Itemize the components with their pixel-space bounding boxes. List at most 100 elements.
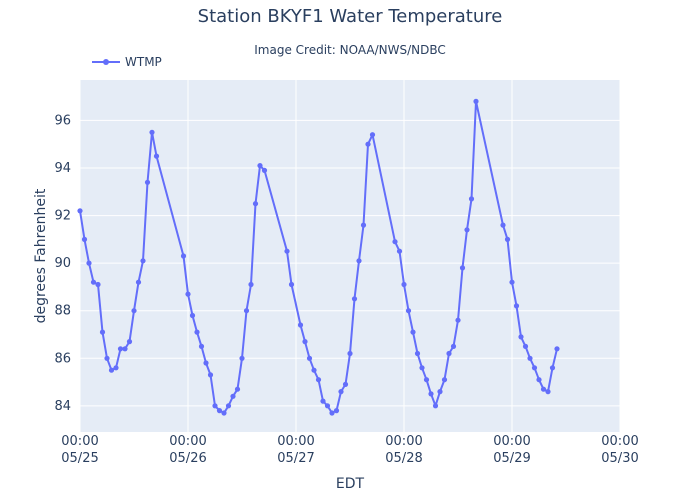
wtmp-point[interactable] <box>212 403 218 409</box>
wtmp-point[interactable] <box>509 279 515 285</box>
wtmp-point[interactable] <box>243 308 250 314</box>
wtmp-point[interactable] <box>135 279 142 285</box>
wtmp-point[interactable] <box>122 346 128 352</box>
wtmp-point[interactable] <box>311 367 317 373</box>
wtmp-point[interactable] <box>549 365 556 371</box>
wtmp-point[interactable] <box>545 389 551 395</box>
wtmp-point[interactable] <box>221 410 227 416</box>
wtmp-point[interactable] <box>126 339 133 345</box>
wtmp-point[interactable] <box>504 236 511 242</box>
wtmp-point[interactable] <box>302 339 308 345</box>
wtmp-point[interactable] <box>473 98 479 104</box>
wtmp-point[interactable] <box>230 393 236 399</box>
wtmp-point[interactable] <box>414 350 421 357</box>
wtmp-point[interactable] <box>320 398 326 404</box>
wtmp-point[interactable] <box>252 201 259 207</box>
wtmp-point[interactable] <box>261 167 268 173</box>
wtmp-point[interactable] <box>518 334 524 340</box>
wtmp-point[interactable] <box>441 377 448 383</box>
wtmp-point[interactable] <box>153 153 160 159</box>
wtmp-point[interactable] <box>392 239 398 245</box>
x-axis-ticks: 00:00 05/25 00:00 05/26 00:00 05/27 00:00 05/28… <box>61 434 638 466</box>
wtmp-point[interactable] <box>113 365 119 371</box>
wtmp-point[interactable] <box>338 389 344 395</box>
wtmp-point[interactable] <box>428 391 434 397</box>
wtmp-point[interactable] <box>536 377 542 383</box>
wtmp-point[interactable] <box>90 279 97 285</box>
wtmp-point[interactable] <box>356 258 362 264</box>
wtmp-point[interactable] <box>437 389 443 395</box>
wtmp-point[interactable] <box>351 296 358 302</box>
wtmp-point[interactable] <box>464 227 470 233</box>
y-tick-label: 92 <box>54 209 71 224</box>
wtmp-point[interactable] <box>185 291 191 297</box>
wtmp-point[interactable] <box>288 281 295 288</box>
wtmp-point[interactable] <box>225 403 232 409</box>
wtmp-point[interactable] <box>468 196 475 202</box>
wtmp-point[interactable] <box>203 360 209 366</box>
x-tick-date-label: 05/28 <box>385 451 422 466</box>
wtmp-point[interactable] <box>324 403 331 409</box>
wtmp-point[interactable] <box>450 343 457 349</box>
chart-subtitle: Image Credit: NOAA/NWS/NDBC <box>254 43 445 57</box>
wtmp-point[interactable] <box>99 329 106 335</box>
wtmp-point[interactable] <box>207 372 214 378</box>
wtmp-point[interactable] <box>432 403 439 409</box>
wtmp-point[interactable] <box>198 343 205 349</box>
wtmp-point[interactable] <box>329 410 335 416</box>
wtmp-point[interactable] <box>369 132 376 138</box>
wtmp-point[interactable] <box>522 343 529 349</box>
wtmp-point[interactable] <box>554 346 560 352</box>
x-tick-time-label: 00:00 <box>385 434 422 449</box>
wtmp-point[interactable] <box>140 258 146 264</box>
wtmp-point[interactable] <box>410 329 416 335</box>
wtmp-point[interactable] <box>234 386 241 392</box>
wtmp-point[interactable] <box>86 260 92 266</box>
wtmp-point[interactable] <box>459 265 466 271</box>
y-axis-ticks: 84 86 88 90 92 94 96 <box>54 113 71 413</box>
wtmp-point[interactable] <box>144 179 151 185</box>
wtmp-point[interactable] <box>360 222 367 228</box>
wtmp-point[interactable] <box>540 386 547 392</box>
wtmp-point[interactable] <box>95 281 101 288</box>
wtmp-point[interactable] <box>117 346 124 352</box>
legend[interactable]: WTMP <box>92 55 162 69</box>
wtmp-point[interactable] <box>531 365 538 371</box>
series-wtmp <box>77 98 560 416</box>
x-tick-date-label: 05/26 <box>169 451 206 466</box>
wtmp-point[interactable] <box>81 236 88 242</box>
wtmp-point[interactable] <box>257 163 263 169</box>
wtmp-point[interactable] <box>446 350 452 357</box>
wtmp-point[interactable] <box>239 355 245 361</box>
wtmp-point[interactable] <box>216 408 223 414</box>
wtmp-point[interactable] <box>194 329 200 335</box>
wtmp-point[interactable] <box>248 281 254 288</box>
wtmp-point[interactable] <box>527 355 533 361</box>
wtmp-point[interactable] <box>423 377 430 383</box>
wtmp-point[interactable] <box>333 408 340 414</box>
wtmp-point[interactable] <box>315 377 322 383</box>
wtmp-point[interactable] <box>513 303 520 309</box>
plot-area[interactable] <box>80 80 620 432</box>
wtmp-point[interactable] <box>180 253 187 259</box>
wtmp-point[interactable] <box>419 365 425 371</box>
wtmp-point[interactable] <box>365 141 371 147</box>
wtmp-point[interactable] <box>108 367 115 373</box>
wtmp-point[interactable] <box>104 355 110 361</box>
wtmp-point[interactable] <box>342 381 349 387</box>
wtmp-point[interactable] <box>284 248 290 254</box>
wtmp-point[interactable] <box>306 355 313 361</box>
wtmp-point[interactable] <box>189 312 196 319</box>
wtmp-point[interactable] <box>149 129 155 135</box>
wtmp-point[interactable] <box>455 317 461 323</box>
wtmp-point[interactable] <box>297 322 304 328</box>
wtmp-point[interactable] <box>401 281 407 288</box>
wtmp-point[interactable] <box>131 308 137 314</box>
wtmp-point[interactable] <box>347 350 353 357</box>
wtmp-point[interactable] <box>77 208 83 214</box>
wtmp-point[interactable] <box>405 308 412 314</box>
chart-title: Station BKYF1 Water Temperature <box>198 6 503 27</box>
wtmp-point[interactable] <box>396 248 403 254</box>
wtmp-point[interactable] <box>500 222 506 228</box>
